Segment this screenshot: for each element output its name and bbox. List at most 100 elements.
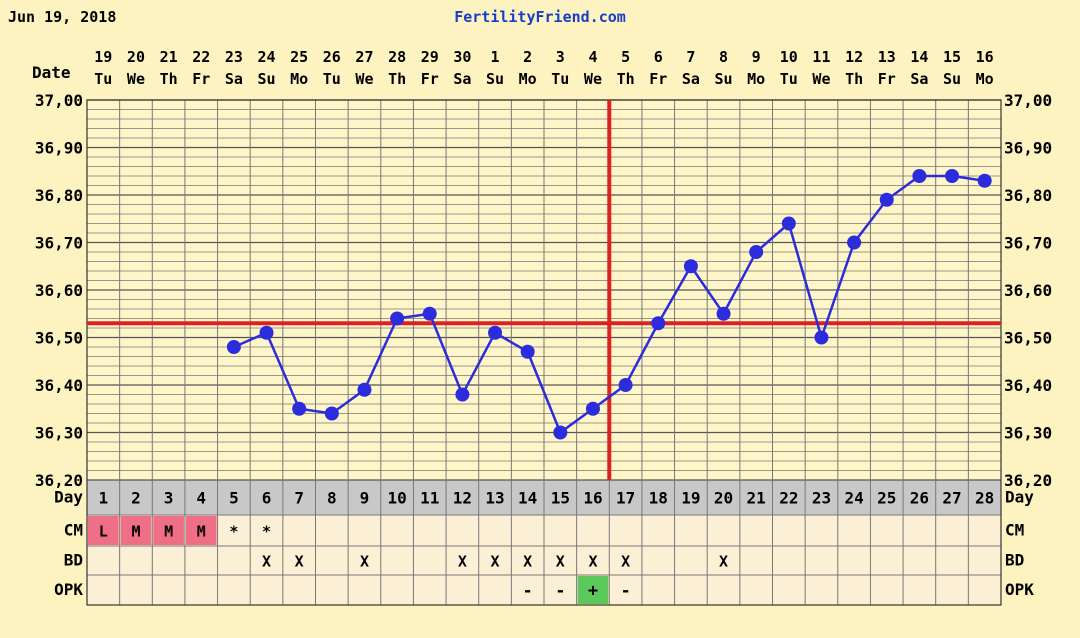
date-label: 19: [94, 48, 112, 66]
temperature-point: [683, 259, 698, 274]
temperature-point: [749, 245, 764, 259]
weekday-label: Th: [160, 70, 178, 88]
date-label: 21: [160, 48, 178, 66]
date-label: 29: [421, 48, 439, 66]
date-label: 28: [388, 48, 406, 66]
cycle-day-label: 11: [420, 489, 439, 508]
date-label: 5: [621, 48, 630, 66]
date-label: 30: [453, 48, 471, 66]
temperature-point: [945, 169, 960, 183]
y-tick-label-left: 36,50: [35, 329, 83, 348]
weekday-label: Sa: [453, 70, 471, 88]
cycle-day-label: 15: [551, 489, 570, 508]
weekday-label: Fr: [649, 70, 667, 88]
day-row-label-right: Day: [1005, 488, 1034, 507]
y-tick-label-right: 37,00: [1004, 91, 1052, 110]
y-tick-label-left: 36,40: [35, 376, 83, 395]
weekday-label: Fr: [192, 70, 210, 88]
bd-mark: X: [295, 553, 304, 571]
y-tick-label-right: 36,40: [1004, 376, 1052, 395]
weekday-label: Fr: [878, 70, 896, 88]
date-label: 22: [192, 48, 210, 66]
cycle-day-label: 1: [99, 489, 109, 508]
y-tick-label-right: 36,30: [1004, 424, 1052, 443]
bd-row-label-left: BD: [64, 551, 83, 570]
weekday-label: We: [355, 70, 373, 88]
temperature-point: [390, 311, 405, 326]
bd-mark: X: [458, 553, 467, 571]
temperature-point: [585, 401, 600, 416]
weekday-label: Su: [715, 70, 733, 88]
date-label: 13: [878, 48, 896, 66]
y-tick-label-left: 36,90: [35, 139, 83, 158]
weekday-label: We: [812, 70, 830, 88]
y-tick-label-right: 36,90: [1004, 139, 1052, 158]
opk-row-label-left: OPK: [54, 580, 83, 599]
weekday-label: Tu: [94, 70, 112, 88]
cycle-day-label: 25: [877, 489, 896, 508]
temperature-axis: 37,00 37,00 36,90 36,90 36,80 36,80 36,70 36,70…: [35, 91, 1052, 490]
weekday-label: Su: [943, 70, 961, 88]
cm-menses-cell: [153, 516, 184, 545]
opk-row-label-right: OPK: [1005, 580, 1034, 599]
bd-mark: X: [588, 553, 597, 571]
temperature-point: [977, 173, 992, 188]
y-tick-label-right: 36,60: [1004, 281, 1052, 300]
cycle-day-label: 28: [975, 489, 994, 508]
temperature-point: [814, 330, 829, 345]
date-label: 10: [780, 48, 798, 66]
cycle-day-label: 7: [294, 489, 304, 508]
cm-value: M: [197, 523, 206, 541]
opk-negative: -: [555, 581, 565, 601]
y-tick-label-left: 37,00: [35, 91, 83, 110]
cycle-day-label: 12: [453, 489, 472, 508]
date-label: 15: [943, 48, 961, 66]
temperature-point: [324, 406, 339, 421]
weekday-label: Sa: [682, 70, 700, 88]
cycle-day-label: 26: [910, 489, 929, 508]
weekday-label: Mo: [519, 70, 537, 88]
weekday-label: Mo: [747, 70, 765, 88]
weekday-label: Su: [486, 70, 504, 88]
date-label: 11: [812, 48, 830, 66]
cycle-day-label: 22: [779, 489, 798, 508]
y-tick-label-left: 36,70: [35, 234, 83, 253]
bd-mark: X: [556, 553, 565, 571]
cycle-day-label: 8: [327, 489, 337, 508]
temperature-point: [716, 306, 731, 321]
cycle-day-label: 16: [583, 489, 602, 508]
date-label: 20: [127, 48, 145, 66]
opk-negative: -: [620, 581, 630, 601]
bd-mark: X: [360, 553, 369, 571]
cm-value: M: [131, 523, 140, 541]
weekday-label: Mo: [290, 70, 308, 88]
cycle-day-label: 21: [747, 489, 766, 508]
weekday-label: Mo: [976, 70, 994, 88]
temperature-point: [455, 387, 470, 402]
date-row-label: Date: [32, 63, 71, 82]
date-label: 25: [290, 48, 308, 66]
temperature-point: [488, 325, 503, 340]
y-tick-label-right: 36,80: [1004, 186, 1052, 205]
weekday-label: Fr: [421, 70, 439, 88]
date-label: 9: [752, 48, 761, 66]
temperature-series: [87, 100, 1001, 480]
y-tick-label-left: 36,30: [35, 424, 83, 443]
date-label: 23: [225, 48, 243, 66]
weekday-label: Th: [388, 70, 406, 88]
temperature-point: [651, 316, 666, 331]
temperature-point: [357, 382, 372, 397]
opk-positive-cell: [577, 576, 609, 604]
date-label: 7: [686, 48, 695, 66]
cycle-day-label: 6: [262, 489, 272, 508]
opk-positive: +: [588, 581, 598, 601]
date-label: 27: [355, 48, 373, 66]
weekday-label: Th: [845, 70, 863, 88]
weekday-label: Tu: [551, 70, 569, 88]
bd-mark: X: [719, 553, 728, 571]
date-label: 8: [719, 48, 728, 66]
cycle-day-label: 20: [714, 489, 733, 508]
date-label: 3: [556, 48, 565, 66]
date-label: 14: [910, 48, 928, 66]
temperature-point: [292, 401, 307, 416]
